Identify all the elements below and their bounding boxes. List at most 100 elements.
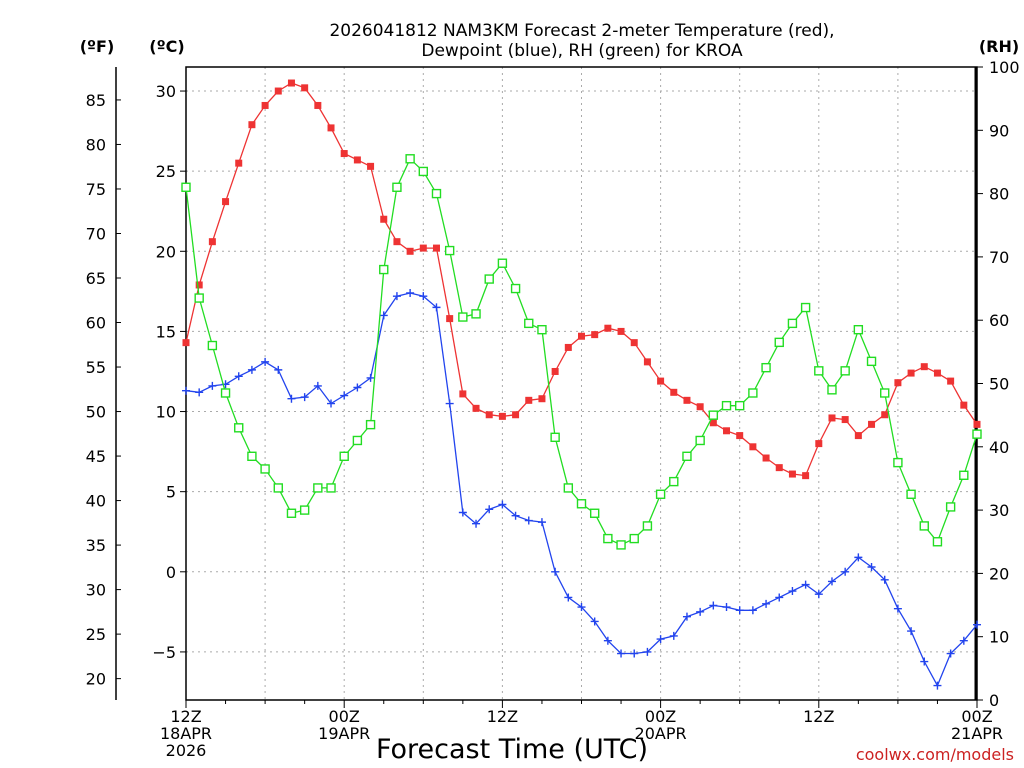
data-point <box>578 332 585 340</box>
fahrenheit-tick-label: 50 <box>86 403 106 422</box>
data-point <box>762 454 770 462</box>
time-tick-label: 12Z <box>170 707 201 726</box>
data-point <box>524 516 533 525</box>
data-point <box>327 399 336 408</box>
data-point <box>893 604 902 613</box>
rh-tick-label: 60 <box>989 311 1009 330</box>
data-point <box>524 318 534 329</box>
data-point <box>814 590 823 599</box>
data-point <box>761 362 771 373</box>
data-point <box>920 363 928 371</box>
data-point <box>406 247 414 255</box>
celsius-tick-label: 5 <box>166 483 176 502</box>
data-point <box>695 435 705 446</box>
celsius-tick-label: 30 <box>156 82 176 101</box>
time-tick-label: 21APR <box>951 724 1003 743</box>
data-point <box>537 518 546 527</box>
data-point <box>682 451 692 461</box>
data-point <box>748 606 757 615</box>
celsius-tick-label: 15 <box>156 322 176 341</box>
data-point <box>657 377 665 385</box>
data-point <box>630 649 639 658</box>
data-point <box>564 343 572 351</box>
fahrenheit-tick-label: 25 <box>86 625 106 644</box>
data-point <box>708 410 719 420</box>
time-tick-label: 00Z <box>645 707 676 726</box>
celsius-unit-label: (ºC) <box>149 37 184 56</box>
data-point <box>947 377 955 385</box>
data-point <box>604 324 612 332</box>
data-point <box>261 357 270 366</box>
data-point <box>458 508 467 517</box>
data-point <box>946 649 955 658</box>
data-point <box>670 388 678 396</box>
data-point <box>643 358 651 366</box>
celsius-tick-label: 10 <box>156 403 176 422</box>
data-point <box>419 292 428 301</box>
data-point <box>973 420 981 428</box>
data-point <box>485 411 493 419</box>
data-point <box>603 636 612 645</box>
data-point <box>538 395 546 403</box>
data-point <box>472 519 481 528</box>
data-point <box>234 372 243 381</box>
data-point <box>405 154 415 164</box>
fahrenheit-tick-label: 20 <box>86 670 106 689</box>
fahrenheit-tick-label: 45 <box>86 447 106 466</box>
data-point <box>299 505 310 515</box>
data-point <box>485 505 494 514</box>
data-point <box>669 476 679 487</box>
data-point <box>314 101 322 109</box>
data-point <box>512 411 520 419</box>
data-series <box>181 79 982 690</box>
data-point <box>920 657 929 666</box>
data-point <box>723 427 731 435</box>
data-point <box>380 215 388 223</box>
time-tick-label: 12Z <box>803 707 834 726</box>
data-point <box>208 381 217 390</box>
chart-title-line-2: Dewpoint (blue), RH (green) for KROA <box>421 41 743 61</box>
celsius-axis: 30 25 20 15 10 5 0 −5 <box>152 82 186 662</box>
rh-tick-label: 0 <box>989 691 999 710</box>
data-point <box>787 318 798 329</box>
credit-link[interactable]: coolwx.com/models <box>856 745 1014 764</box>
data-point <box>393 238 401 246</box>
data-point <box>313 483 323 493</box>
fahrenheit-axis: 85 80 75 70 65 60 55 50 45 40 35 30 25 20 <box>86 91 121 689</box>
celsius-tick-label: 25 <box>156 162 176 181</box>
series-2 <box>181 154 982 550</box>
data-point <box>301 84 309 92</box>
rh-tick-label: 40 <box>989 438 1009 457</box>
data-point <box>550 432 560 443</box>
data-point <box>656 635 665 644</box>
data-point <box>775 464 783 472</box>
celsius-tick-label: 0 <box>166 563 176 582</box>
data-point <box>497 258 508 268</box>
data-point <box>616 540 626 550</box>
chart-title-line-1: 2026041812 NAM3KM Forecast 2-meter Tempe… <box>329 21 834 41</box>
data-point <box>867 562 876 571</box>
data-point <box>235 159 243 167</box>
data-point <box>945 502 956 512</box>
rh-tick-label: 50 <box>989 375 1009 394</box>
data-point <box>788 470 796 478</box>
data-point <box>814 366 824 376</box>
fahrenheit-unit-label: (ºF) <box>80 37 115 56</box>
data-point <box>261 101 269 109</box>
data-point <box>551 367 559 375</box>
data-point <box>603 533 613 544</box>
data-point <box>721 400 732 411</box>
data-point <box>683 396 691 404</box>
fahrenheit-tick-label: 75 <box>86 180 106 199</box>
data-point <box>854 432 862 440</box>
data-point <box>642 521 653 531</box>
data-point <box>959 470 969 480</box>
data-point <box>458 312 468 322</box>
celsius-tick-label: 20 <box>156 242 176 261</box>
data-point <box>327 124 335 132</box>
data-point <box>802 472 810 480</box>
data-point <box>591 331 599 339</box>
fahrenheit-tick-label: 35 <box>86 536 106 555</box>
data-point <box>248 121 256 129</box>
data-point <box>630 339 638 347</box>
